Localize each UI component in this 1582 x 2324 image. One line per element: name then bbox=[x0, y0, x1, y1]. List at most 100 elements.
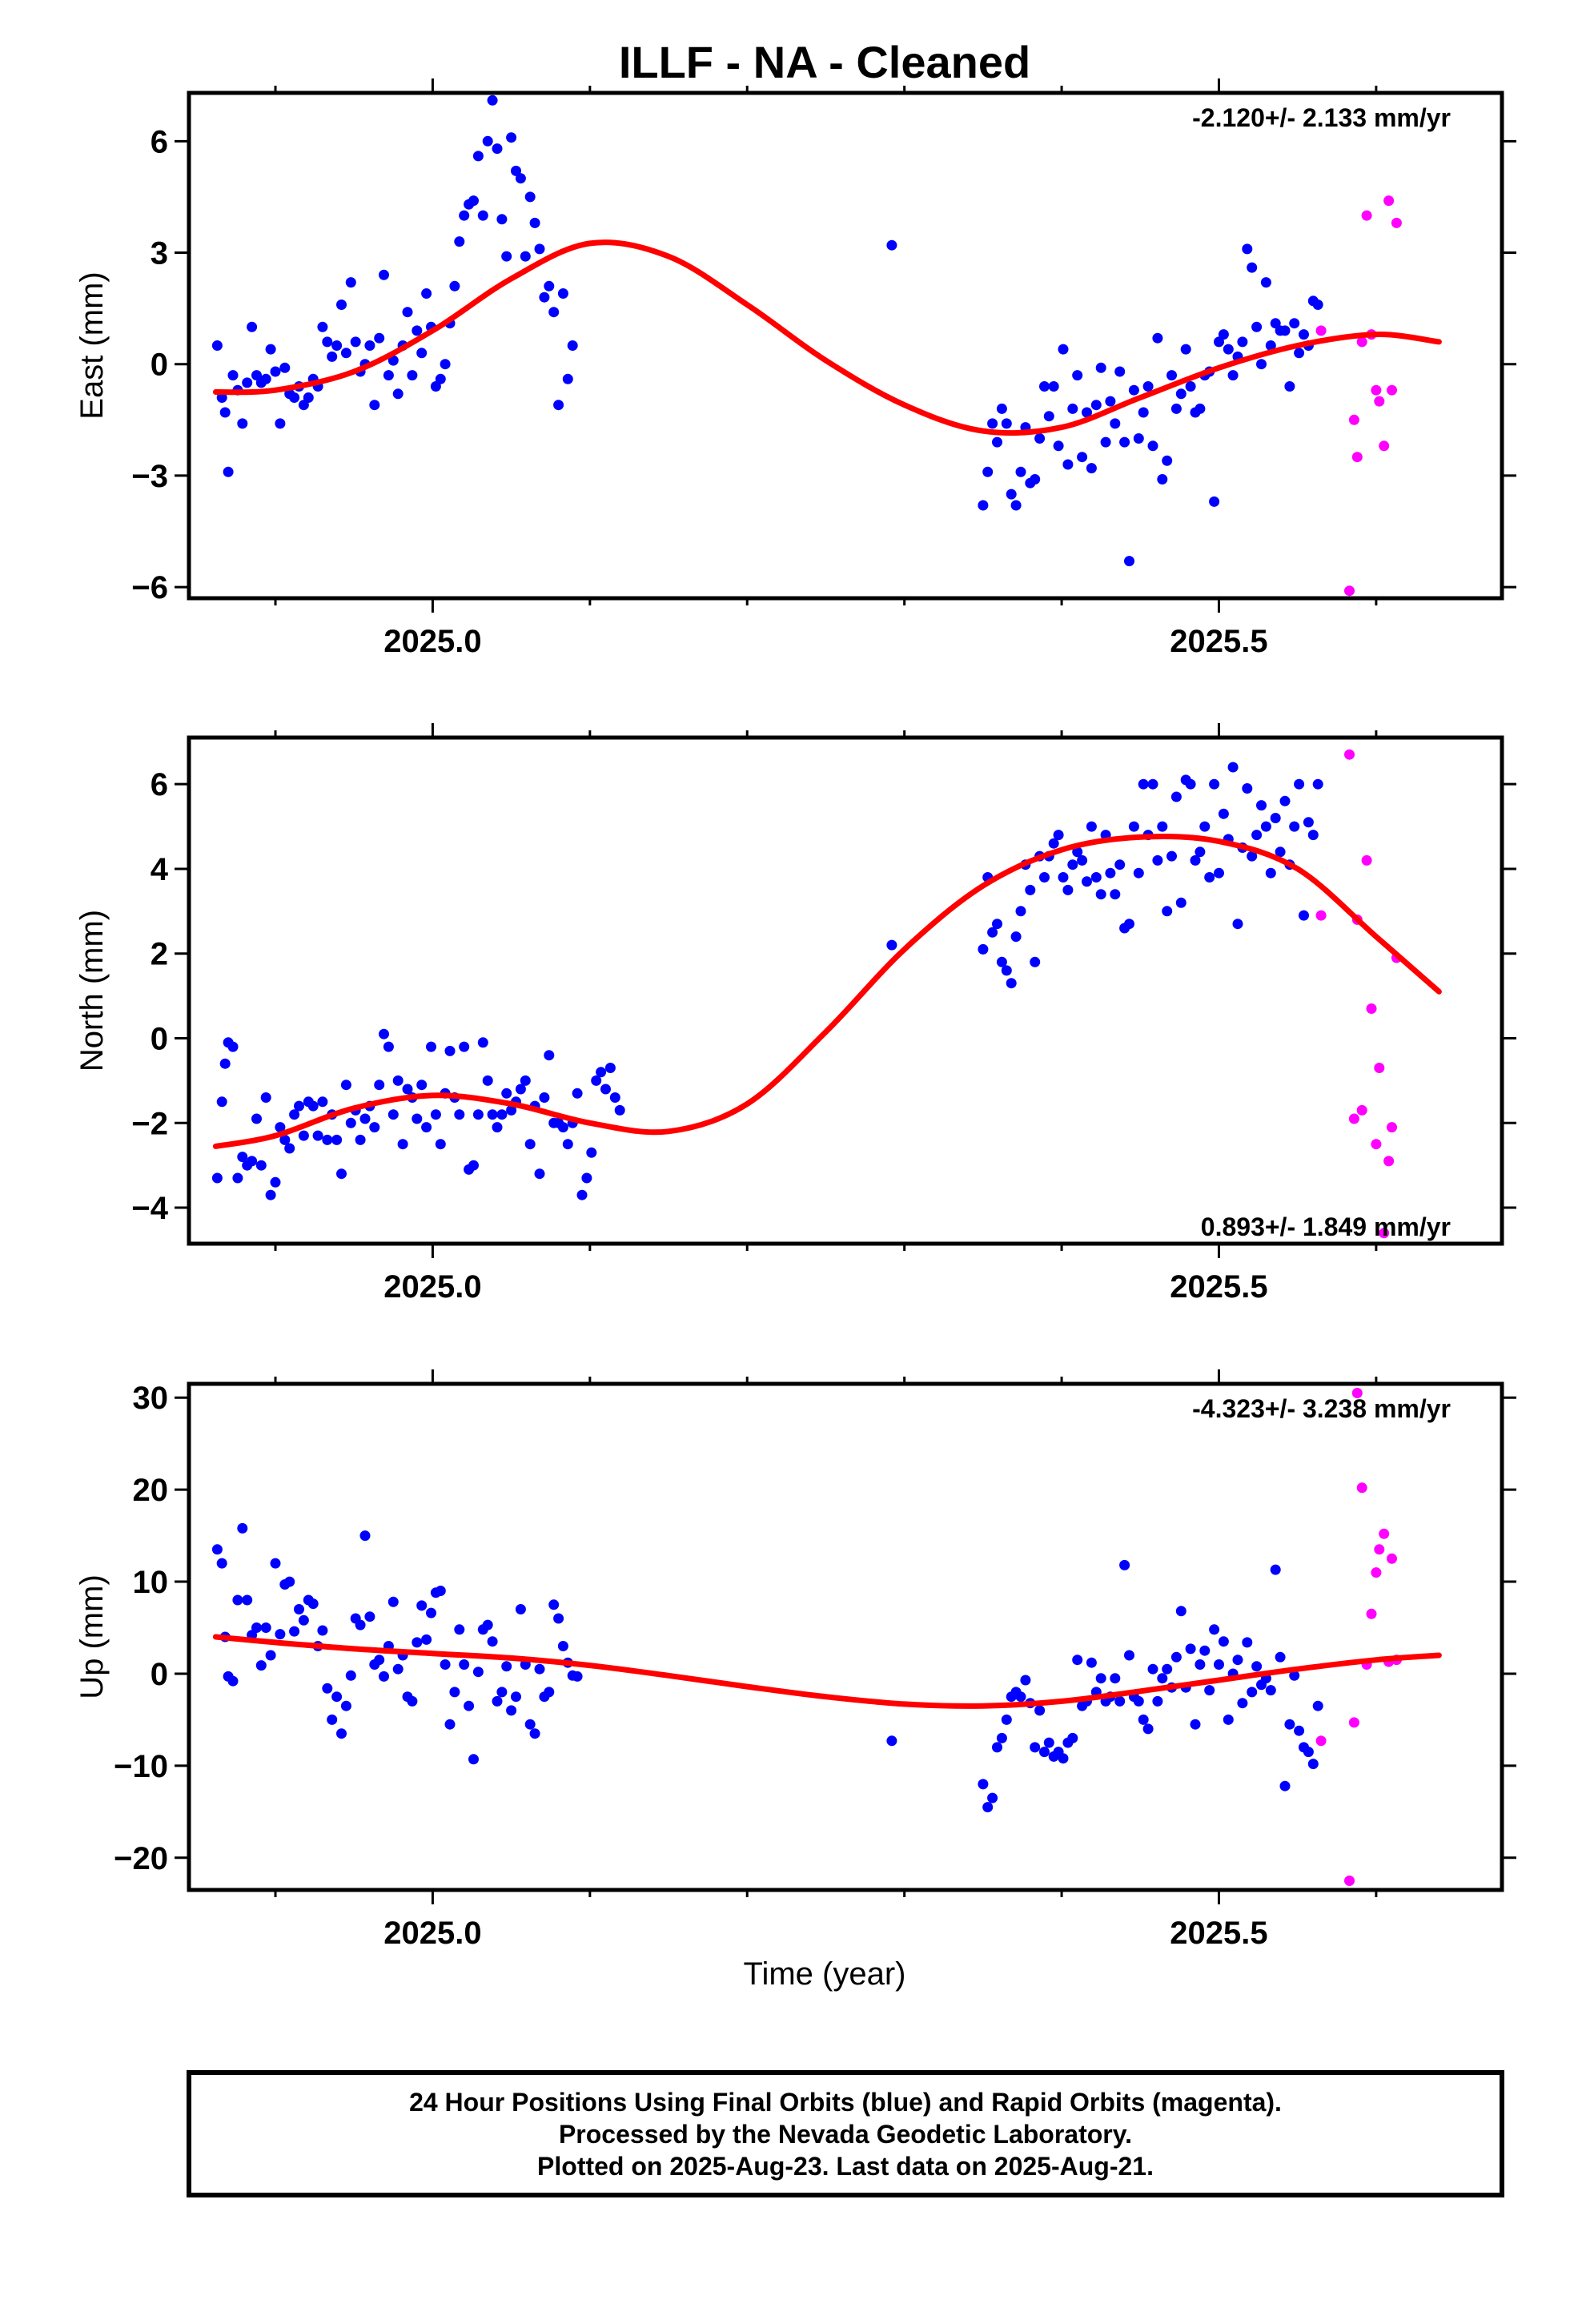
east-final-point bbox=[275, 418, 286, 429]
chart-title: ILLF - NA - Cleaned bbox=[619, 37, 1030, 87]
east-final-point bbox=[364, 340, 375, 351]
north-final-point bbox=[454, 1109, 465, 1120]
up-final-point bbox=[1058, 1753, 1069, 1764]
north-final-point bbox=[501, 1088, 512, 1099]
up-y-tick-label: −10 bbox=[114, 1749, 168, 1784]
up-final-point bbox=[1133, 1695, 1144, 1707]
up-final-point bbox=[1232, 1655, 1243, 1666]
east-final-point bbox=[534, 243, 545, 255]
north-final-point bbox=[379, 1028, 389, 1039]
east-final-point bbox=[506, 132, 517, 143]
up-final-point bbox=[996, 1732, 1007, 1743]
north-final-point bbox=[392, 1075, 404, 1086]
east-final-point bbox=[496, 214, 508, 225]
up-final-point bbox=[982, 1802, 994, 1813]
up-final-point bbox=[1265, 1685, 1276, 1696]
east-final-point bbox=[468, 195, 479, 207]
north-final-point bbox=[331, 1134, 343, 1145]
east-final-point bbox=[492, 143, 503, 155]
up-final-point bbox=[1223, 1714, 1234, 1725]
east-final-point bbox=[1209, 496, 1220, 507]
east-final-point bbox=[1128, 384, 1139, 396]
up-final-point bbox=[1247, 1687, 1258, 1698]
north-final-point bbox=[1072, 846, 1083, 858]
north-final-point bbox=[600, 1084, 611, 1095]
north-final-point bbox=[255, 1160, 267, 1171]
up-final-point bbox=[1204, 1685, 1215, 1696]
east-final-point bbox=[374, 332, 385, 344]
east-final-point bbox=[557, 288, 568, 299]
north-final-point bbox=[426, 1041, 436, 1052]
north-final-point bbox=[886, 939, 897, 951]
up-final-point bbox=[345, 1670, 356, 1681]
north-final-point bbox=[1227, 762, 1239, 773]
north-final-point bbox=[1077, 854, 1088, 866]
up-final-point bbox=[524, 1719, 536, 1730]
east-final-point bbox=[978, 500, 989, 511]
north-final-point bbox=[614, 1104, 625, 1116]
north-rapid-point bbox=[1315, 910, 1327, 921]
north-rapid-point bbox=[1348, 1113, 1359, 1124]
north-final-point bbox=[1010, 931, 1022, 943]
east-final-point bbox=[1058, 344, 1069, 355]
north-final-point bbox=[1006, 978, 1017, 989]
up-final-point bbox=[421, 1634, 432, 1645]
east-final-point bbox=[430, 381, 441, 392]
north-final-point bbox=[1086, 821, 1097, 832]
up-final-point bbox=[284, 1576, 295, 1587]
up-final-point bbox=[553, 1613, 564, 1624]
east-final-point bbox=[1133, 433, 1144, 444]
east-final-point bbox=[327, 351, 338, 362]
north-final-point bbox=[487, 1109, 498, 1120]
north-final-point bbox=[1062, 884, 1074, 895]
east-final-point bbox=[416, 348, 428, 359]
north-final-point bbox=[1170, 791, 1182, 802]
up-final-point bbox=[307, 1598, 319, 1610]
north-final-point bbox=[1199, 821, 1211, 832]
up-final-point bbox=[1095, 1673, 1106, 1684]
north-final-point bbox=[1095, 889, 1106, 900]
up-final-point bbox=[275, 1629, 286, 1640]
east-final-point bbox=[223, 466, 234, 477]
up-final-point bbox=[270, 1558, 281, 1569]
east-final-point bbox=[265, 344, 276, 355]
north-final-point bbox=[1082, 876, 1092, 887]
east-final-point bbox=[1077, 452, 1088, 463]
up-final-point bbox=[1237, 1698, 1248, 1709]
up-final-point bbox=[501, 1661, 512, 1672]
up-final-point bbox=[1214, 1659, 1224, 1670]
north-final-point bbox=[1307, 830, 1319, 841]
east-final-point bbox=[1180, 344, 1191, 355]
north-rapid-point bbox=[1371, 1139, 1382, 1150]
north-final-point bbox=[279, 1134, 291, 1145]
east-final-point bbox=[270, 366, 281, 377]
north-final-point bbox=[468, 1160, 479, 1171]
east-final-point bbox=[544, 280, 555, 292]
east-final-point bbox=[298, 400, 309, 411]
east-final-point bbox=[459, 210, 470, 221]
up-final-point bbox=[1147, 1663, 1158, 1675]
up-model-curve bbox=[212, 1634, 1442, 1709]
north-y-axis-label: North (mm) bbox=[74, 910, 110, 1072]
up-final-point bbox=[1162, 1663, 1173, 1675]
east-final-point bbox=[407, 370, 418, 381]
east-final-point bbox=[1100, 436, 1111, 448]
up-final-point bbox=[1185, 1643, 1196, 1655]
east-final-point bbox=[1284, 381, 1295, 392]
up-final-point bbox=[534, 1663, 545, 1675]
east-final-point bbox=[1090, 400, 1102, 411]
east-final-point bbox=[322, 336, 333, 348]
north-final-point bbox=[496, 1109, 508, 1120]
north-model-curve bbox=[212, 833, 1442, 1149]
up-final-point bbox=[1289, 1670, 1300, 1681]
east-final-point bbox=[387, 355, 399, 366]
up-final-point bbox=[1279, 1780, 1291, 1791]
east-final-point bbox=[1265, 340, 1276, 351]
north-final-point bbox=[247, 1156, 258, 1167]
east-final-point bbox=[1062, 459, 1074, 470]
up-final-point bbox=[322, 1683, 333, 1694]
east-final-point bbox=[1048, 381, 1059, 392]
east-final-point bbox=[1162, 455, 1173, 466]
north-final-point bbox=[1058, 872, 1069, 883]
north-final-point bbox=[609, 1092, 620, 1103]
